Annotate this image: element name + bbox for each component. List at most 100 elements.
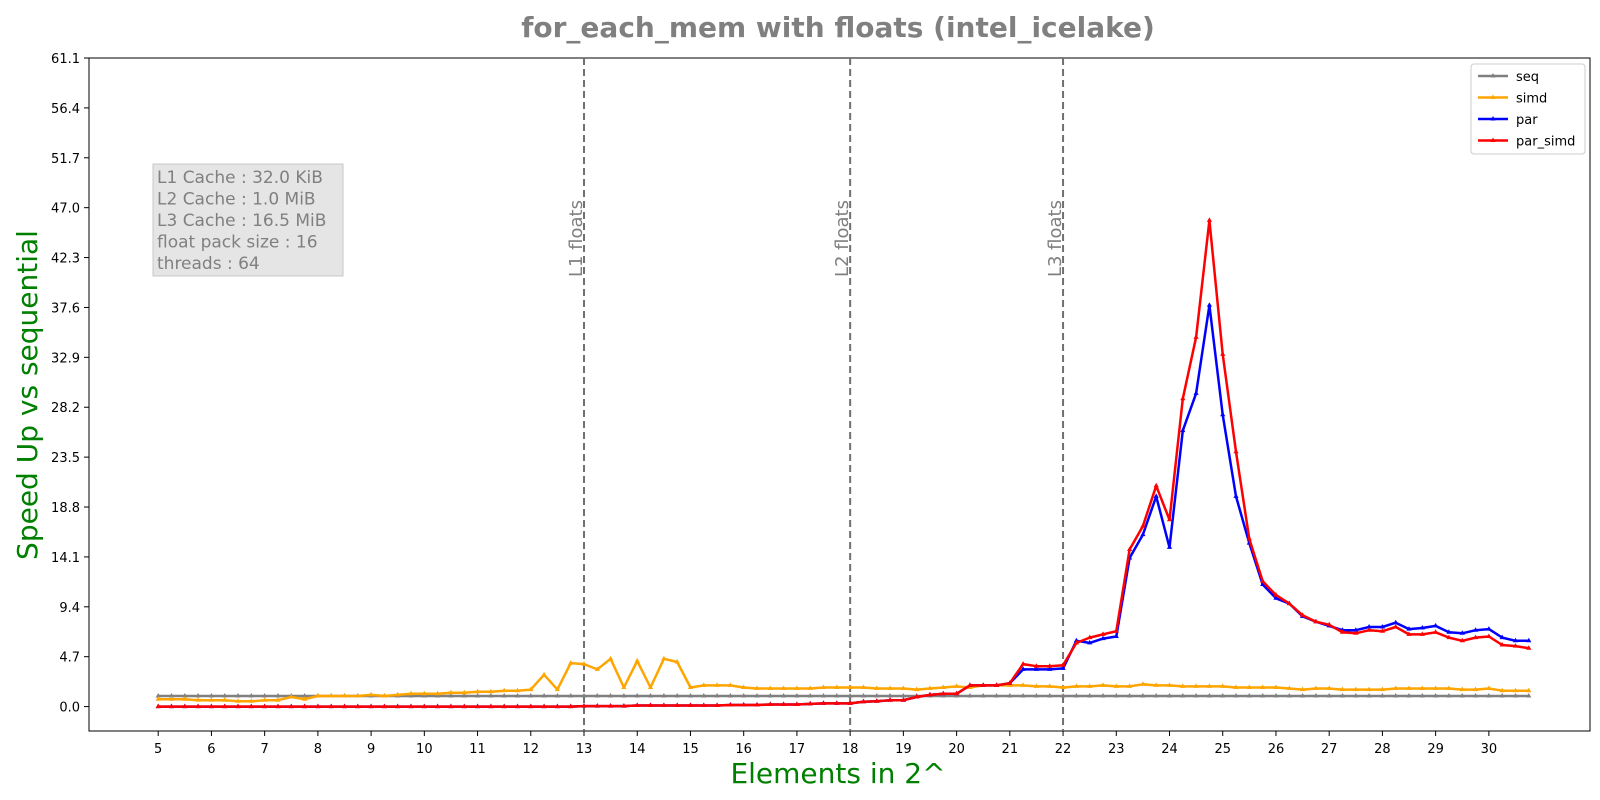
series-point	[1127, 546, 1133, 551]
series-point	[1206, 693, 1212, 698]
series-point	[1047, 693, 1053, 698]
series-point	[1300, 693, 1306, 698]
series-point	[794, 685, 800, 690]
series-point	[1379, 693, 1385, 698]
series-point	[262, 703, 268, 709]
info-box-line: L3 Cache : 16.5 MiB	[157, 211, 326, 231]
series-point	[1526, 693, 1532, 698]
series-point	[168, 696, 175, 701]
series-point	[568, 703, 574, 709]
series-point	[714, 702, 720, 707]
cache-vline-label: L2 floats	[832, 200, 853, 277]
series-point	[554, 693, 560, 698]
series-point	[874, 698, 880, 703]
series-point	[1220, 411, 1226, 417]
series-point	[754, 702, 760, 707]
series-point	[674, 659, 680, 664]
series-point	[488, 703, 494, 709]
series-point	[1419, 685, 1425, 690]
series-point	[288, 703, 294, 709]
series-point	[554, 703, 560, 709]
series-point	[581, 661, 587, 666]
series-point	[368, 691, 374, 697]
series-point	[1459, 693, 1465, 698]
x-tick-label: 13	[576, 742, 593, 757]
series-point	[1060, 665, 1066, 670]
x-tick-label: 14	[629, 742, 646, 757]
legend-label: par_simd	[1516, 135, 1575, 150]
series-point	[927, 691, 933, 697]
series-point	[1486, 633, 1492, 638]
series-point	[341, 703, 348, 709]
series-point	[1490, 116, 1496, 121]
series-point	[1047, 666, 1053, 671]
series-point	[514, 703, 521, 709]
x-tick-label: 6	[207, 742, 215, 757]
series-point	[461, 689, 467, 695]
series-point	[195, 703, 201, 709]
series-point	[275, 697, 281, 702]
x-tick-label: 15	[682, 742, 699, 757]
series-point	[208, 703, 214, 709]
series-point	[621, 703, 627, 708]
series-point	[1127, 693, 1133, 698]
series-point	[1113, 628, 1119, 633]
series-point	[1060, 693, 1066, 698]
cache-vline-label: L1 floats	[566, 200, 587, 277]
series-point	[182, 693, 188, 698]
series-point	[262, 697, 268, 702]
series-point	[235, 703, 241, 709]
series-lines	[155, 217, 1532, 709]
series-point	[581, 693, 587, 698]
series-point	[1300, 686, 1306, 692]
y-tick-label: 18.8	[51, 501, 80, 516]
series-point	[1087, 634, 1093, 640]
series-point	[1490, 94, 1496, 99]
y-tick-label: 32.9	[51, 351, 80, 366]
series-point	[1512, 693, 1519, 698]
legend-label: seq	[1516, 70, 1539, 85]
cache-vline-label: L3 floats	[1045, 200, 1066, 277]
series-point	[1246, 684, 1252, 689]
series-point	[1393, 619, 1399, 625]
series-point	[1486, 685, 1492, 690]
series-point	[634, 657, 640, 663]
series-point	[1446, 634, 1452, 640]
series-point	[1180, 683, 1186, 688]
series-point	[741, 702, 747, 707]
series-point	[887, 685, 893, 690]
series-point	[248, 693, 254, 698]
series-point	[767, 693, 773, 698]
series-point	[1140, 693, 1146, 698]
series-point	[661, 655, 667, 661]
series-point	[594, 666, 600, 671]
series-point	[874, 693, 880, 698]
x-tick-label: 26	[1268, 742, 1285, 757]
series-point	[541, 693, 547, 698]
series-point	[714, 693, 720, 698]
x-tick-label: 27	[1321, 742, 1338, 757]
series-point	[1353, 693, 1359, 698]
series-point	[661, 702, 667, 707]
series-point	[1260, 693, 1266, 698]
series-point	[860, 684, 867, 689]
y-tick-label: 61.1	[51, 52, 80, 67]
series-point	[701, 702, 707, 707]
series-point	[1020, 661, 1026, 666]
y-tick-label: 47.0	[51, 202, 80, 217]
series-point	[741, 684, 747, 689]
series-point	[448, 703, 454, 709]
series-point	[1233, 693, 1239, 698]
series-point	[1073, 639, 1079, 645]
series-point	[1047, 663, 1053, 668]
series-point	[182, 703, 188, 709]
series-point	[687, 702, 694, 707]
y-tick-label: 14.1	[51, 551, 80, 566]
x-tick-label: 20	[948, 742, 965, 757]
series-point	[647, 702, 654, 707]
series-point	[1273, 592, 1279, 597]
series-point	[674, 693, 680, 698]
series-point	[421, 703, 427, 709]
series-point	[727, 702, 733, 707]
